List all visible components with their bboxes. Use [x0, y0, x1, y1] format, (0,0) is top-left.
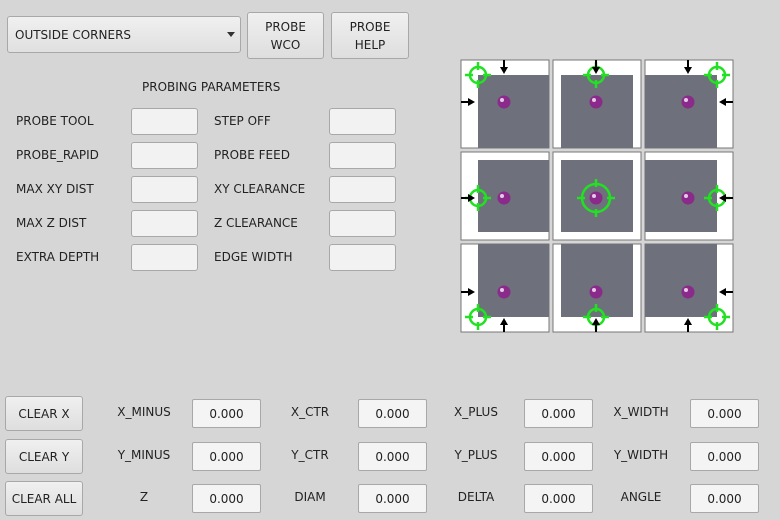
param-input[interactable]: [329, 108, 396, 135]
probe-ball-icon: [497, 95, 511, 109]
param-input[interactable]: [329, 244, 396, 271]
probe-ball-icon: [497, 191, 511, 205]
probe-ball-icon: [681, 285, 695, 299]
probe-cell-bottom-left[interactable]: [460, 243, 550, 333]
probe-cell-top-left[interactable]: [460, 59, 550, 149]
param-input[interactable]: [131, 210, 198, 237]
arrow-left-icon: [719, 288, 733, 296]
probe-ball-icon: [589, 285, 603, 299]
param-input[interactable]: [131, 244, 198, 271]
clear-x-button[interactable]: CLEAR X: [5, 396, 83, 431]
result-label: X_WIDTH: [613, 405, 669, 419]
stock-block: [645, 160, 717, 232]
param-input[interactable]: [329, 176, 396, 203]
param-label: PROBE FEED: [214, 148, 290, 162]
stock-block: [645, 75, 717, 148]
stock-block: [645, 244, 717, 317]
result-value: 0.000: [192, 399, 261, 428]
param-label: STEP OFF: [214, 114, 271, 128]
probe-target-icon: [704, 304, 730, 330]
result-value: 0.000: [524, 484, 593, 513]
param-label: EDGE WIDTH: [214, 250, 293, 264]
result-value: 0.000: [690, 484, 759, 513]
result-label: Y_WIDTH: [613, 448, 669, 462]
result-value: 0.000: [690, 442, 759, 471]
chevron-down-icon: [227, 32, 235, 37]
probe-cell-right[interactable]: [644, 151, 734, 241]
probe-ball-icon: [681, 95, 695, 109]
result-label: ANGLE: [620, 490, 662, 504]
result-label: DIAM: [294, 490, 326, 504]
arrow-right-icon: [461, 98, 475, 106]
param-label: MAX XY DIST: [16, 182, 94, 196]
result-label: Y_CTR: [291, 448, 329, 462]
probe-cell-bottom[interactable]: [552, 243, 642, 333]
arrow-up-icon: [592, 318, 600, 332]
param-label: PROBE_RAPID: [16, 148, 99, 162]
result-label: Y_MINUS: [117, 448, 171, 462]
probe-cell-top[interactable]: [552, 59, 642, 149]
param-input[interactable]: [329, 210, 396, 237]
probe-mode-select[interactable]: OUTSIDE CORNERS: [7, 16, 241, 53]
arrow-up-icon: [684, 318, 692, 332]
result-label: X_CTR: [290, 405, 330, 419]
result-label: DELTA: [457, 490, 495, 504]
param-input[interactable]: [329, 142, 396, 169]
arrow-down-icon: [684, 60, 692, 74]
result-label: X_MINUS: [117, 405, 171, 419]
probe-mode-value: OUTSIDE CORNERS: [15, 27, 132, 42]
param-label: XY CLEARANCE: [214, 182, 306, 196]
arrow-right-icon: [461, 288, 475, 296]
result-value: 0.000: [192, 442, 261, 471]
probe-target-icon: [577, 179, 615, 217]
probe-ball-icon: [497, 285, 511, 299]
result-value: 0.000: [524, 399, 593, 428]
result-value: 0.000: [358, 399, 427, 428]
stock-block: [478, 75, 549, 148]
arrow-down-icon: [592, 60, 600, 74]
param-input[interactable]: [131, 108, 198, 135]
probe-ball-icon: [589, 191, 603, 205]
arrow-up-icon: [500, 318, 508, 332]
probe-help-button[interactable]: PROBE HELP: [331, 12, 409, 59]
probe-ball-icon: [681, 191, 695, 205]
probe-cell-left[interactable]: [460, 151, 550, 241]
result-label: X_PLUS: [454, 405, 498, 419]
probe-position-grid: [460, 59, 734, 333]
result-value: 0.000: [524, 442, 593, 471]
result-label: Y_PLUS: [454, 448, 498, 462]
clear-y-button[interactable]: CLEAR Y: [5, 439, 83, 474]
arrow-left-icon: [719, 194, 733, 202]
result-value: 0.000: [192, 484, 261, 513]
probe-target-icon: [704, 62, 730, 88]
probe-cell-bottom-right[interactable]: [644, 243, 734, 333]
param-input[interactable]: [131, 142, 198, 169]
stock-block: [478, 160, 549, 232]
param-label: EXTRA DEPTH: [16, 250, 100, 264]
probe-target-icon: [465, 304, 491, 330]
probe-cell-center[interactable]: [552, 151, 642, 241]
probe-wco-button[interactable]: PROBE WCO: [247, 12, 324, 59]
clear-all-button[interactable]: CLEAR ALL: [5, 481, 83, 516]
result-value: 0.000: [690, 399, 759, 428]
param-label: MAX Z DIST: [16, 216, 87, 230]
arrow-down-icon: [500, 60, 508, 74]
probe-target-icon: [465, 62, 491, 88]
stock-block: [478, 244, 549, 317]
param-label: PROBE TOOL: [16, 114, 94, 128]
probing-parameters-title: PROBING PARAMETERS: [142, 80, 281, 94]
probe-ball-icon: [589, 95, 603, 109]
probe-cell-top-right[interactable]: [644, 59, 734, 149]
param-label: Z CLEARANCE: [214, 216, 298, 230]
result-label: Z: [139, 490, 149, 504]
arrow-right-icon: [461, 194, 475, 202]
result-value: 0.000: [358, 484, 427, 513]
result-value: 0.000: [358, 442, 427, 471]
arrow-left-icon: [719, 98, 733, 106]
param-input[interactable]: [131, 176, 198, 203]
